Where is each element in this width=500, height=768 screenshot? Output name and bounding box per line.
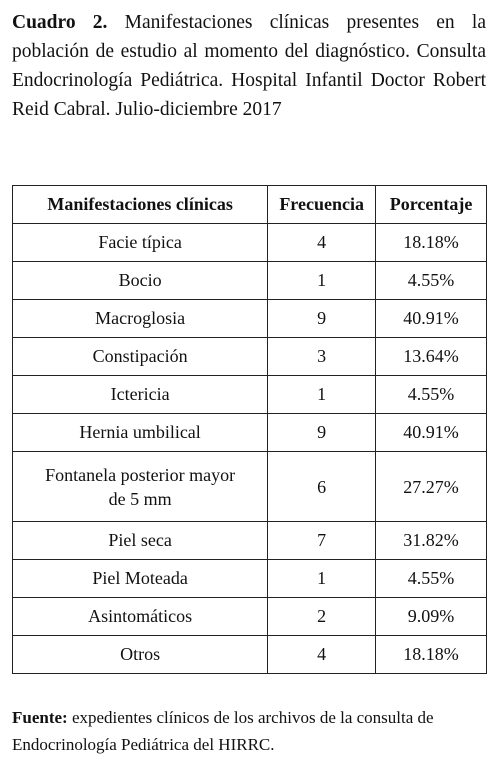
table-cell: 4.55% xyxy=(375,375,487,414)
caption-text: Manifestaciones clínicas presentes en la… xyxy=(12,12,486,120)
table-row: Fontanela posterior mayor de 5 mm 6 27.27% xyxy=(11,451,487,522)
caption: Cuadro 2. Manifestaciones clínicas prese… xyxy=(12,8,486,124)
table-cell: 4.55% xyxy=(375,261,487,300)
header-cell: Frecuencia xyxy=(267,185,377,224)
table-cell: Fontanela posterior mayor de 5 mm xyxy=(11,451,269,522)
table-cell: 2 xyxy=(267,597,377,636)
table: Manifestaciones clínicas Frecuencia Porc… xyxy=(11,185,487,674)
table-cell: 31.82% xyxy=(375,521,487,560)
table-cell: 4 xyxy=(267,223,377,262)
table-cell: 7 xyxy=(267,521,377,560)
table-cell: 9 xyxy=(267,413,377,452)
table-cell: Facie típica xyxy=(11,223,269,262)
table-row: Constipación 3 13.64% xyxy=(11,337,487,376)
table-cell: 1 xyxy=(267,559,377,598)
caption-label: Cuadro 2. xyxy=(12,12,108,33)
table-cell: 40.91% xyxy=(375,299,487,338)
header-cell: Manifestaciones clínicas xyxy=(11,185,269,224)
table-cell: 18.18% xyxy=(375,223,487,262)
table-row: Macroglosia 9 40.91% xyxy=(11,299,487,338)
table-cell: 4 xyxy=(267,635,377,674)
table-cell: 1 xyxy=(267,375,377,414)
table-row: Facie típica 4 18.18% xyxy=(11,223,487,262)
table-cell: 18.18% xyxy=(375,635,487,674)
table-row: Piel seca 7 31.82% xyxy=(11,521,487,560)
table-cell: Piel seca xyxy=(11,521,269,560)
footer: Fuente: expedientes clínicos de los arch… xyxy=(12,704,488,758)
table-cell: Ictericia xyxy=(11,375,269,414)
table-cell: 6 xyxy=(267,451,377,522)
table-cell: 9 xyxy=(267,299,377,338)
table-cell: 13.64% xyxy=(375,337,487,376)
table-cell: Otros xyxy=(11,635,269,674)
table-row: Hernia umbilical 9 40.91% xyxy=(11,413,487,452)
footer-label: Fuente: xyxy=(12,708,68,727)
table-cell: Asintomáticos xyxy=(11,597,269,636)
table-cell: 40.91% xyxy=(375,413,487,452)
table-cell: Constipación xyxy=(11,337,269,376)
table-row: Bocio 1 4.55% xyxy=(11,261,487,300)
table-cell: Macroglosia xyxy=(11,299,269,338)
table-cell: Hernia umbilical xyxy=(11,413,269,452)
table-cell: 3 xyxy=(267,337,377,376)
table-cell: 9.09% xyxy=(375,597,487,636)
table-row: Piel Moteada 1 4.55% xyxy=(11,559,487,598)
table-cell: Piel Moteada xyxy=(11,559,269,598)
table-row: Asintomáticos 2 9.09% xyxy=(11,597,487,636)
table-row: Ictericia 1 4.55% xyxy=(11,375,487,414)
table-cell: Bocio xyxy=(11,261,269,300)
header-row: Manifestaciones clínicas Frecuencia Porc… xyxy=(11,185,487,224)
table-row: Otros 4 18.18% xyxy=(11,635,487,674)
header-cell: Porcentaje xyxy=(375,185,487,224)
table-cell: 27.27% xyxy=(375,451,487,522)
footer-text: expedientes clínicos de los archivos de … xyxy=(12,708,434,754)
table-cell: 1 xyxy=(267,261,377,300)
table-cell: 4.55% xyxy=(375,559,487,598)
table-body: Facie típica 4 18.18% Bocio 1 4.55% Macroglosi… xyxy=(11,223,487,674)
